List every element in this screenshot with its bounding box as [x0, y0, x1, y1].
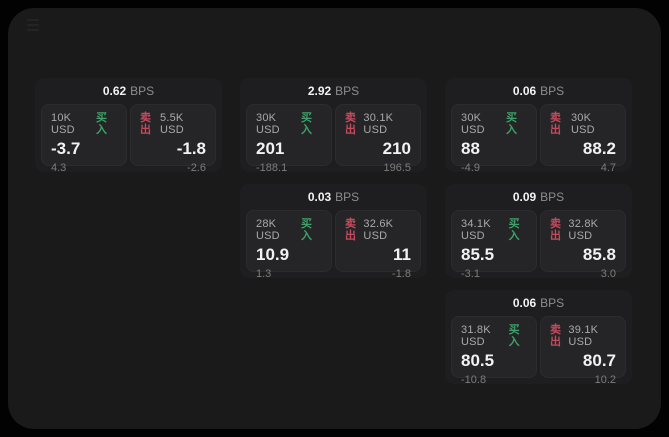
spread-header: 0.09 BPS: [445, 184, 632, 210]
buy-price: -3.7: [51, 139, 81, 158]
buy-amount: 30K USD: [461, 112, 485, 136]
quote-card: 0.03 BPS 28K USD 买入 10.9 1.3 卖出 32.6K US…: [240, 184, 427, 280]
sell-delta: 4.7: [600, 162, 616, 174]
sell-price: -1.8: [176, 139, 206, 158]
spread-value: 0.06: [512, 84, 537, 98]
buy-amount: 28K USD: [256, 218, 280, 242]
buy-panel[interactable]: 10K USD 买入 -3.7 4.3: [41, 104, 127, 174]
sell-label: 卖出: [550, 112, 561, 136]
sell-label: 卖出: [345, 218, 356, 242]
spread-value: 0.03: [307, 190, 332, 204]
spread-header: 0.03 BPS: [240, 184, 427, 210]
sell-price: 88.2: [582, 139, 616, 158]
quote-card: 0.06 BPS 31.8K USD 买入 80.5 -10.8 卖出 39.1…: [445, 290, 632, 386]
buy-delta: -3.1: [461, 268, 480, 280]
buy-delta: -188.1: [256, 162, 288, 174]
buy-panel[interactable]: 28K USD 买入 10.9 1.3: [246, 210, 332, 280]
spread-unit: BPS: [540, 296, 565, 310]
sell-amount: 30.1K USD: [363, 112, 394, 136]
spread-header: 0.06 BPS: [445, 290, 632, 316]
buy-price: 85.5: [461, 245, 495, 264]
buy-delta: -4.9: [461, 162, 480, 174]
sell-price: 11: [393, 245, 411, 264]
buy-price: 201: [256, 139, 285, 158]
sell-label: 卖出: [345, 112, 356, 136]
buy-label: 买入: [301, 112, 313, 136]
sell-amount: 32.6K USD: [363, 218, 394, 242]
buy-price: 80.5: [461, 351, 495, 370]
sell-amount: 5.5K USD: [160, 112, 184, 136]
spread-unit: BPS: [335, 84, 360, 98]
spread-unit: BPS: [335, 190, 360, 204]
sell-delta: 10.2: [594, 374, 616, 386]
spread-header: 0.62 BPS: [35, 78, 222, 104]
buy-label: 买入: [96, 112, 108, 136]
quote-card: 2.92 BPS 30K USD 买入 201 -188.1 卖出 30.1K …: [240, 78, 427, 174]
buy-price: 10.9: [256, 245, 290, 264]
spread-value: 0.62: [102, 84, 127, 98]
sell-label: 卖出: [140, 112, 151, 136]
buy-label: 买入: [508, 218, 520, 242]
sell-price: 85.8: [582, 245, 616, 264]
sell-delta: -2.6: [187, 162, 206, 174]
sell-label: 卖出: [550, 218, 561, 242]
buy-label: 买入: [506, 112, 518, 136]
sell-amount: 39.1K USD: [568, 324, 599, 348]
buy-label: 买入: [508, 324, 520, 348]
buy-delta: -10.8: [461, 374, 487, 386]
spread-value: 0.06: [512, 296, 537, 310]
spread-unit: BPS: [540, 190, 565, 204]
sell-delta: 3.0: [600, 268, 616, 280]
quote-card: 0.62 BPS 10K USD 买入 -3.7 4.3 卖出 5.5K USD: [35, 78, 222, 174]
sell-panel[interactable]: 卖出 32.8K USD 85.8 3.0: [540, 210, 626, 280]
spread-value: 2.92: [307, 84, 332, 98]
quote-card: 0.09 BPS 34.1K USD 买入 85.5 -3.1 卖出 32.8K…: [445, 184, 632, 280]
sell-panel[interactable]: 卖出 39.1K USD 80.7 10.2: [540, 316, 626, 386]
quote-card: 0.06 BPS 30K USD 买入 88 -4.9 卖出 30K USD: [445, 78, 632, 174]
buy-panel[interactable]: 30K USD 买入 88 -4.9: [451, 104, 537, 174]
buy-amount: 31.8K USD: [461, 324, 491, 348]
buy-delta: 1.3: [256, 268, 272, 280]
spread-header: 0.06 BPS: [445, 78, 632, 104]
sell-price: 210: [382, 139, 411, 158]
quotes-board: 0.62 BPS 10K USD 买入 -3.7 4.3 卖出 5.5K USD: [8, 8, 661, 429]
spread-unit: BPS: [540, 84, 565, 98]
buy-price: 88: [461, 139, 480, 158]
sell-label: 卖出: [550, 324, 561, 348]
sell-panel[interactable]: 卖出 30.1K USD 210 196.5: [335, 104, 421, 174]
buy-panel[interactable]: 30K USD 买入 201 -188.1: [246, 104, 332, 174]
sell-amount: 32.8K USD: [568, 218, 599, 242]
sell-panel[interactable]: 卖出 30K USD 88.2 4.7: [540, 104, 626, 174]
sell-panel[interactable]: 卖出 32.6K USD 11 -1.8: [335, 210, 421, 280]
spread-unit: BPS: [130, 84, 155, 98]
buy-amount: 34.1K USD: [461, 218, 491, 242]
menu-icon[interactable]: [22, 14, 44, 36]
sell-panel[interactable]: 卖出 5.5K USD -1.8 -2.6: [130, 104, 216, 174]
buy-amount: 10K USD: [51, 112, 75, 136]
sell-amount: 30K USD: [570, 112, 595, 136]
buy-panel[interactable]: 31.8K USD 买入 80.5 -10.8: [451, 316, 537, 386]
sell-delta: 196.5: [383, 162, 411, 174]
buy-label: 买入: [301, 218, 313, 242]
sell-delta: -1.8: [392, 268, 411, 280]
buy-panel[interactable]: 34.1K USD 买入 85.5 -3.1: [451, 210, 537, 280]
spread-value: 0.09: [512, 190, 537, 204]
spread-header: 2.92 BPS: [240, 78, 427, 104]
buy-delta: 4.3: [51, 162, 67, 174]
sell-price: 80.7: [582, 351, 616, 370]
buy-amount: 30K USD: [256, 112, 280, 136]
